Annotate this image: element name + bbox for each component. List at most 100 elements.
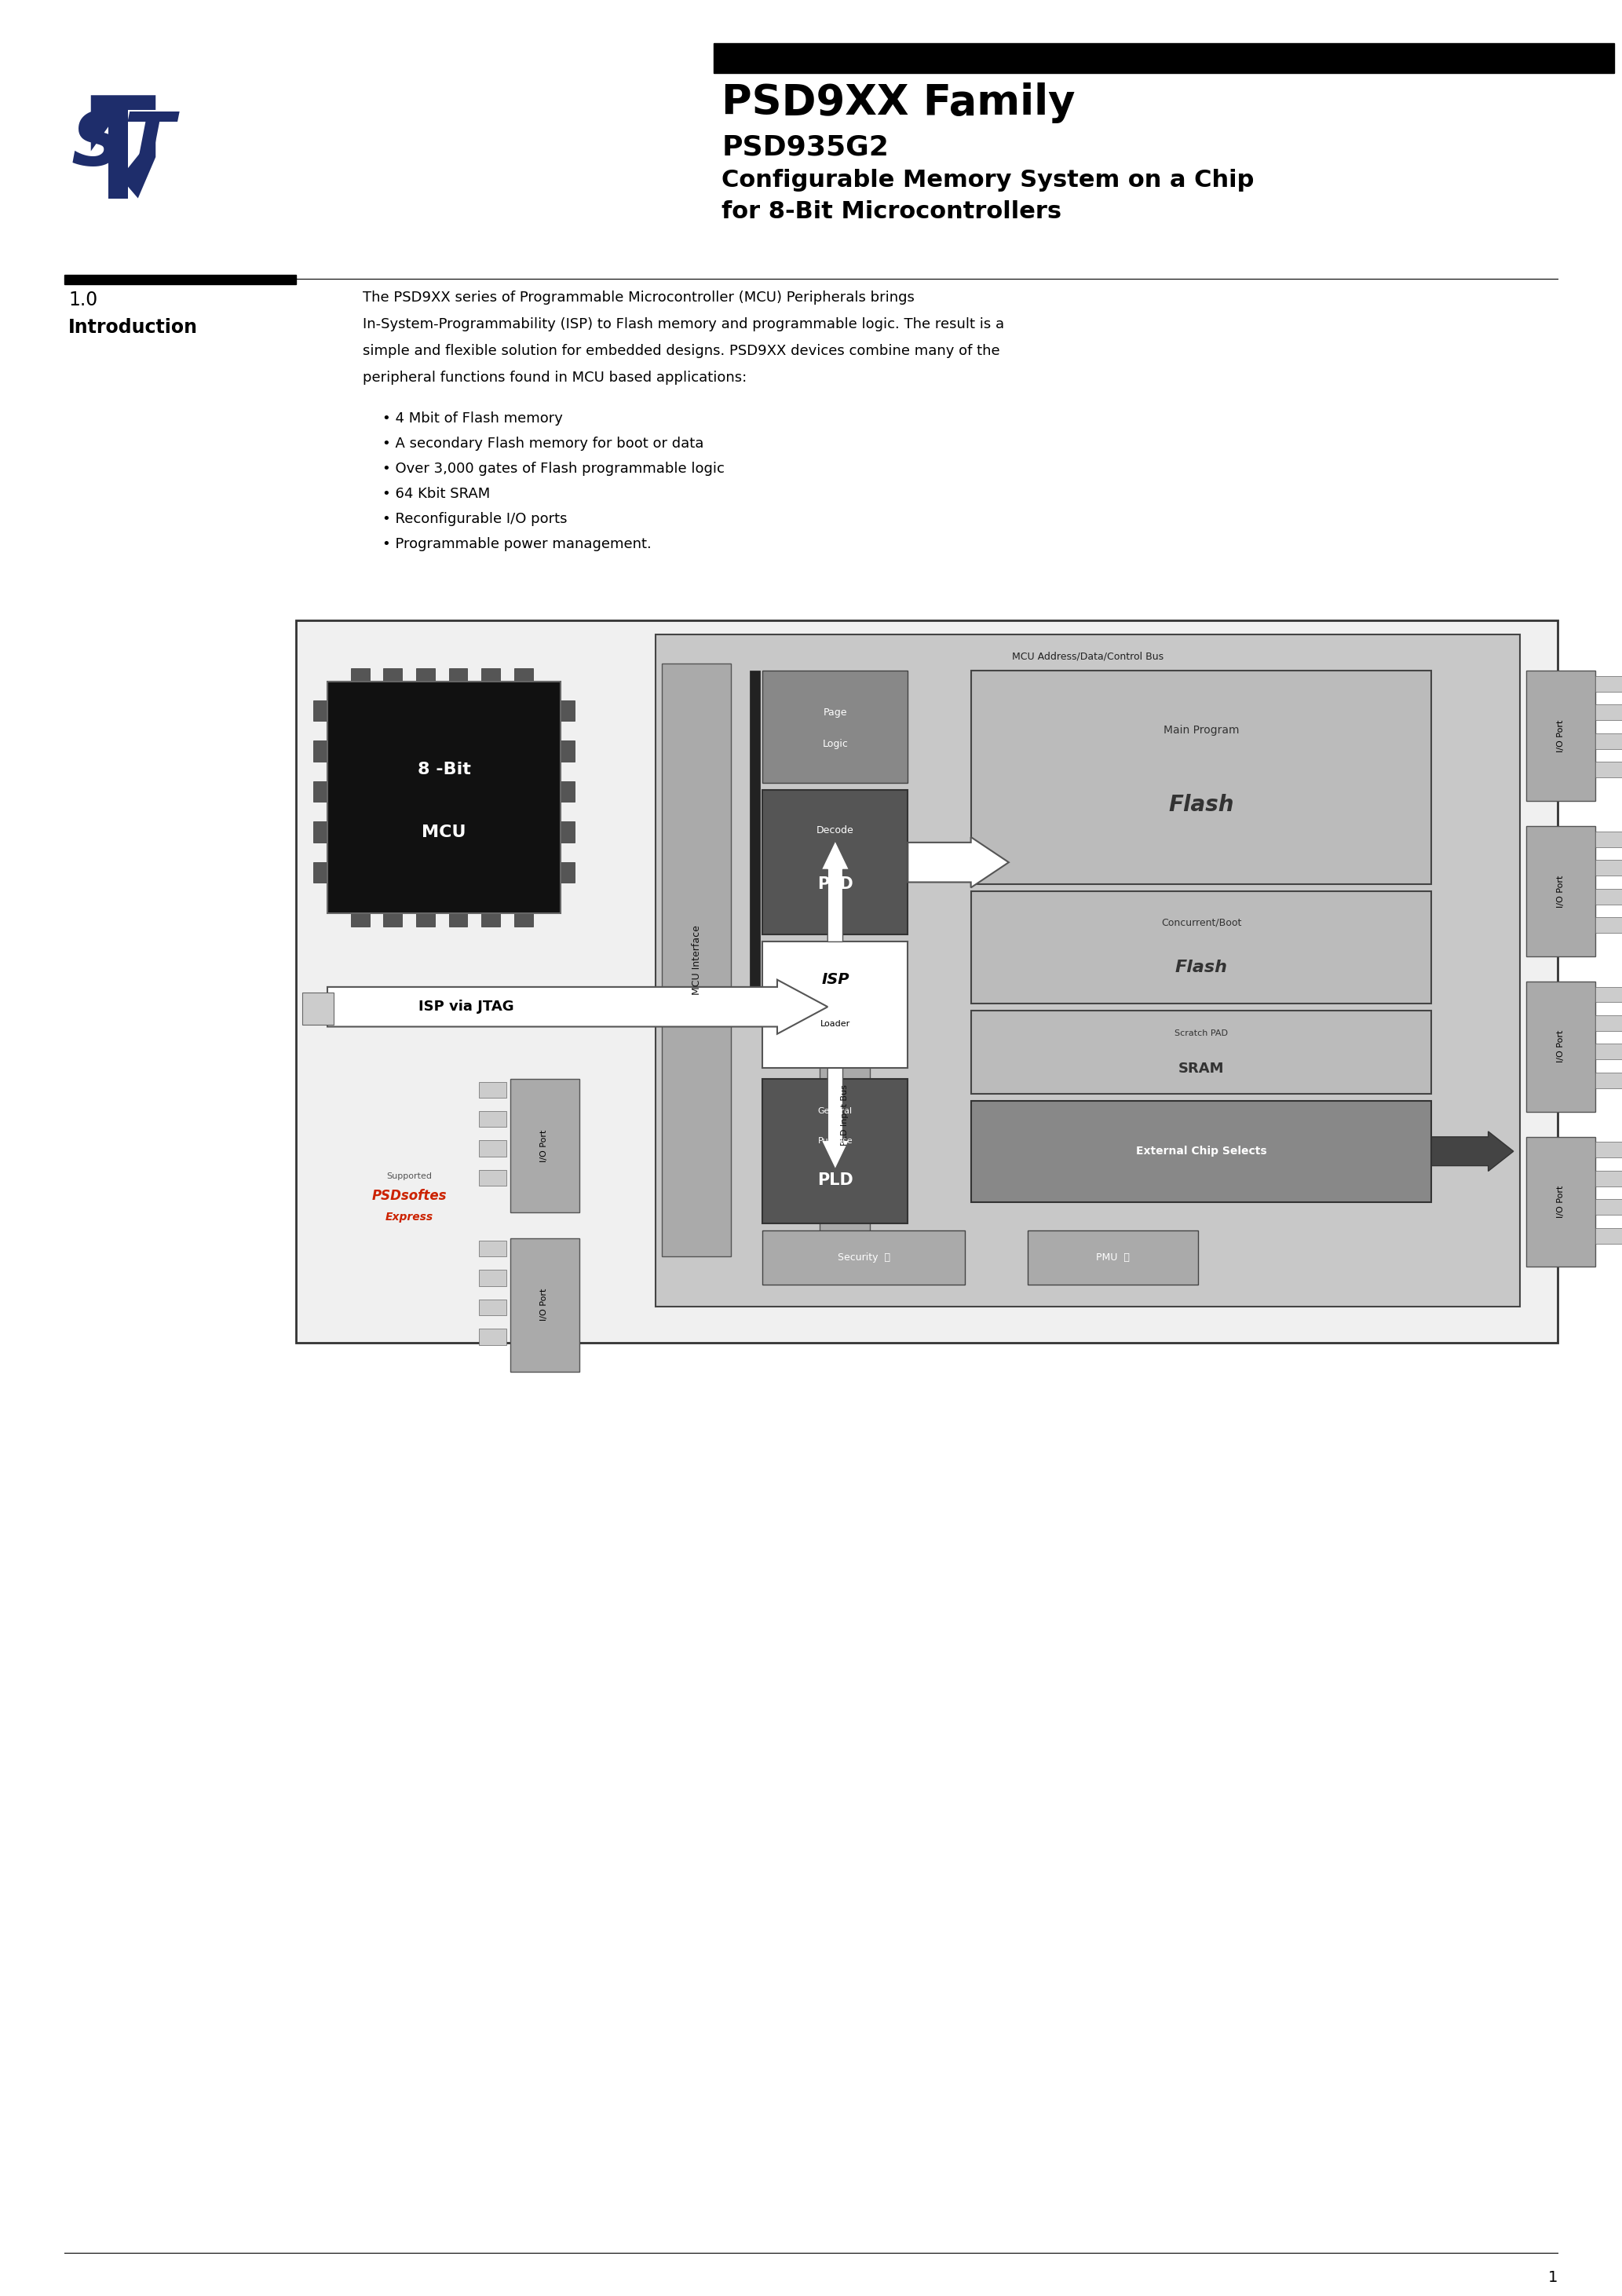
Bar <box>313 742 328 762</box>
FancyArrow shape <box>1432 1132 1513 1171</box>
Text: ST: ST <box>71 110 175 181</box>
Bar <box>417 668 435 682</box>
Bar <box>819 980 869 1249</box>
Bar <box>1596 1015 1622 1031</box>
Text: Scratch PAD: Scratch PAD <box>1174 1031 1228 1038</box>
Bar <box>478 1171 506 1187</box>
Bar <box>482 914 500 928</box>
Text: ISP: ISP <box>821 971 850 987</box>
Bar <box>514 914 532 928</box>
Bar <box>417 914 435 928</box>
Bar <box>295 620 1557 1343</box>
Bar <box>65 276 295 285</box>
Bar <box>762 941 908 1068</box>
Text: PSDsoftes: PSDsoftes <box>371 1189 448 1203</box>
Bar <box>328 682 561 914</box>
FancyArrow shape <box>908 838 1009 889</box>
Bar <box>972 891 1432 1003</box>
Bar <box>762 670 908 783</box>
Text: 1.0: 1.0 <box>68 292 97 310</box>
Text: PLD: PLD <box>817 1173 853 1187</box>
Text: Introduction: Introduction <box>68 319 198 338</box>
Bar <box>313 700 328 721</box>
Text: In-System-Programmability (ISP) to Flash memory and programmable logic. The resu: In-System-Programmability (ISP) to Flash… <box>363 317 1004 331</box>
Text: External Chip Selects: External Chip Selects <box>1135 1146 1267 1157</box>
Bar <box>1596 1199 1622 1215</box>
Bar <box>1596 1072 1622 1088</box>
FancyArrow shape <box>328 980 827 1033</box>
Bar <box>561 781 574 801</box>
Text: Loader: Loader <box>821 1019 850 1029</box>
Text: Concurrent/Boot: Concurrent/Boot <box>1161 918 1241 928</box>
Bar <box>561 742 574 762</box>
Polygon shape <box>91 94 156 152</box>
Text: Security  🔒: Security 🔒 <box>837 1254 890 1263</box>
Text: General: General <box>817 1107 853 1116</box>
Bar <box>1526 827 1596 955</box>
Text: MCU Interface: MCU Interface <box>691 925 702 994</box>
FancyArrow shape <box>821 840 850 941</box>
Bar <box>714 44 1614 73</box>
Bar <box>662 664 732 1256</box>
Text: PSD935G2: PSD935G2 <box>722 133 889 161</box>
Bar <box>1596 831 1622 847</box>
Text: ISP via JTAG: ISP via JTAG <box>418 999 514 1015</box>
Bar <box>561 822 574 843</box>
Bar <box>1596 1171 1622 1187</box>
Bar <box>972 1010 1432 1093</box>
Polygon shape <box>109 110 128 197</box>
Bar <box>972 670 1432 884</box>
Bar <box>1596 1228 1622 1244</box>
Text: I/O Port: I/O Port <box>540 1130 548 1162</box>
Text: PSD9XX Family: PSD9XX Family <box>722 83 1075 124</box>
Bar <box>561 700 574 721</box>
FancyArrow shape <box>821 1068 850 1169</box>
Bar <box>762 790 908 934</box>
Bar <box>655 634 1520 1306</box>
Text: I/O Port: I/O Port <box>540 1288 548 1320</box>
Bar <box>350 668 370 682</box>
Text: I/O Port: I/O Port <box>1557 1031 1565 1063</box>
Text: 8 -Bit: 8 -Bit <box>417 762 470 778</box>
Bar <box>1596 987 1622 1003</box>
Text: • Over 3,000 gates of Flash programmable logic: • Over 3,000 gates of Flash programmable… <box>383 461 725 475</box>
Bar <box>1028 1231 1199 1286</box>
Bar <box>313 781 328 801</box>
Text: Decode: Decode <box>816 827 855 836</box>
Bar <box>313 822 328 843</box>
Bar <box>449 914 467 928</box>
Text: Configurable Memory System on a Chip: Configurable Memory System on a Chip <box>722 170 1254 191</box>
Text: 1: 1 <box>1547 2271 1557 2285</box>
Text: MCU Address/Data/Control Bus: MCU Address/Data/Control Bus <box>1012 652 1163 661</box>
Bar <box>1596 732 1622 748</box>
Text: Flash: Flash <box>1168 794 1234 815</box>
Text: The PSD9XX series of Programmable Microcontroller (MCU) Peripherals brings: The PSD9XX series of Programmable Microc… <box>363 292 915 305</box>
Bar <box>561 861 574 884</box>
Text: • A secondary Flash memory for boot or data: • A secondary Flash memory for boot or d… <box>383 436 704 450</box>
Bar <box>302 992 334 1024</box>
Text: • 64 Kbit SRAM: • 64 Kbit SRAM <box>383 487 490 501</box>
Text: Logic: Logic <box>822 739 848 748</box>
Text: MCU: MCU <box>422 824 466 840</box>
Bar <box>1596 889 1622 905</box>
Bar <box>313 861 328 884</box>
Text: for 8-Bit Microcontrollers: for 8-Bit Microcontrollers <box>722 200 1062 223</box>
Text: Express: Express <box>386 1212 433 1224</box>
Text: SRAM: SRAM <box>1178 1061 1225 1075</box>
Text: PLD: PLD <box>817 877 853 891</box>
Text: Page: Page <box>824 707 847 716</box>
Bar <box>1596 675 1622 691</box>
Text: I/O Port: I/O Port <box>1557 1185 1565 1219</box>
Bar <box>383 914 402 928</box>
Bar <box>478 1300 506 1316</box>
Bar <box>749 670 761 990</box>
Bar <box>478 1111 506 1127</box>
Text: Flash: Flash <box>1174 960 1228 976</box>
Bar <box>1526 1137 1596 1267</box>
Text: PMU  🔒: PMU 🔒 <box>1096 1254 1129 1263</box>
Bar <box>1596 861 1622 875</box>
Bar <box>1596 705 1622 721</box>
Bar <box>383 668 402 682</box>
Polygon shape <box>120 133 156 197</box>
Bar <box>1596 1141 1622 1157</box>
